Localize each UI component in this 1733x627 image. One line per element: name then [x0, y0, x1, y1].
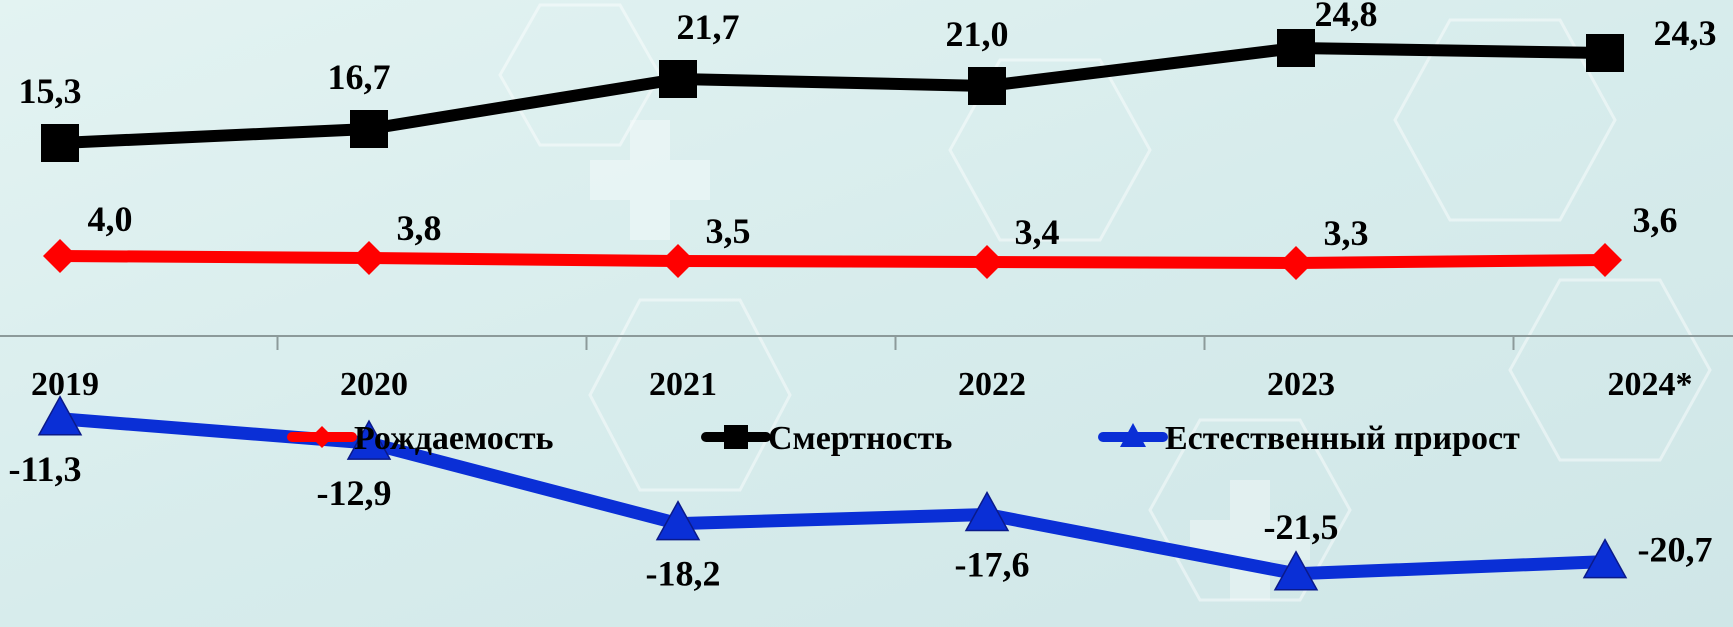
data-point — [970, 245, 1004, 279]
medical-cross-icon — [1190, 480, 1310, 600]
data-point — [1277, 29, 1315, 67]
data-point — [43, 239, 77, 273]
hexagon-decoration — [498, 3, 662, 147]
data-point — [37, 395, 83, 436]
series-1: 4,0 3,8 3,5 3,4 3,3 3,6 — [43, 199, 1678, 280]
x-tick-label: 2022 — [958, 366, 1026, 403]
data-label: 3,5 — [706, 211, 751, 251]
data-point — [352, 241, 386, 275]
hexagon-decoration — [948, 58, 1152, 242]
data-label: 15,3 — [19, 71, 82, 111]
data-label: 21,7 — [677, 7, 740, 47]
data-point — [964, 490, 1010, 532]
legend-label: Естественный прирост — [1165, 420, 1520, 457]
data-point — [655, 500, 701, 541]
data-point — [350, 110, 388, 148]
data-label: 24,3 — [1654, 13, 1717, 53]
legend-marker — [1120, 423, 1146, 447]
x-axis-ticks — [276, 336, 1515, 350]
data-label: 16,7 — [328, 57, 391, 97]
legend-item: Естественный прирост — [1098, 420, 1520, 457]
legend-label: Рождаемость — [354, 420, 554, 457]
data-label: -20,7 — [1638, 530, 1713, 570]
series-2: 15,3 16,7 21,7 21,0 24,8 24,3 — [19, 0, 1717, 162]
series-line — [59, 250, 1606, 269]
data-point — [1273, 550, 1319, 591]
data-point — [968, 67, 1006, 105]
data-label: 4,0 — [88, 199, 133, 239]
data-point — [1586, 34, 1624, 72]
hexagon-decoration — [1393, 18, 1617, 222]
data-point — [1279, 246, 1313, 280]
x-tick-label: 2021 — [649, 366, 717, 403]
legend-item: Смертность — [701, 420, 952, 457]
decorative-hexagons — [498, 3, 1712, 602]
hexagon-decoration — [1508, 278, 1712, 462]
medical-cross-icon — [590, 120, 710, 240]
data-label: 21,0 — [946, 14, 1009, 54]
data-label: -12,9 — [317, 473, 392, 513]
data-label: -17,6 — [955, 545, 1030, 585]
data-label: -18,2 — [646, 554, 721, 594]
series-layer: 4,0 3,8 3,5 3,4 3,3 3,6 15,3 16,7 21,7 21,0 24,8 24… — [8, 0, 1716, 594]
hexagon-decoration — [1148, 418, 1352, 602]
data-label: -21,5 — [1264, 507, 1339, 547]
data-label: 24,8 — [1315, 0, 1378, 34]
legend: Рождаемость Смертность Естественный прирос… — [287, 420, 1520, 457]
x-tick-label: 2019 — [31, 366, 99, 403]
legend-marker — [724, 425, 748, 449]
data-label: 3,8 — [397, 208, 442, 248]
decorative-crosses — [590, 120, 1310, 600]
data-point — [659, 60, 697, 98]
data-label: 3,6 — [1633, 200, 1678, 240]
x-tick-label: 2023 — [1267, 366, 1335, 403]
data-point — [661, 244, 695, 278]
data-label: -11,3 — [8, 449, 81, 489]
data-point — [41, 124, 79, 162]
data-point — [346, 419, 392, 460]
data-point — [1588, 243, 1622, 277]
legend-item: Рождаемость — [287, 420, 554, 457]
legend-marker — [311, 426, 333, 448]
x-tick-label: 2020 — [340, 366, 408, 403]
data-label: 3,4 — [1015, 212, 1060, 252]
legend-label: Смертность — [768, 420, 952, 457]
data-label: 3,3 — [1324, 213, 1369, 253]
series-line — [59, 42, 1606, 149]
x-tick-label: 2024* — [1608, 366, 1693, 403]
data-point — [1582, 538, 1628, 579]
x-axis-labels: 2019 2020 2021 2022 2023 2024* — [31, 366, 1693, 403]
hexagon-decoration — [588, 298, 792, 492]
